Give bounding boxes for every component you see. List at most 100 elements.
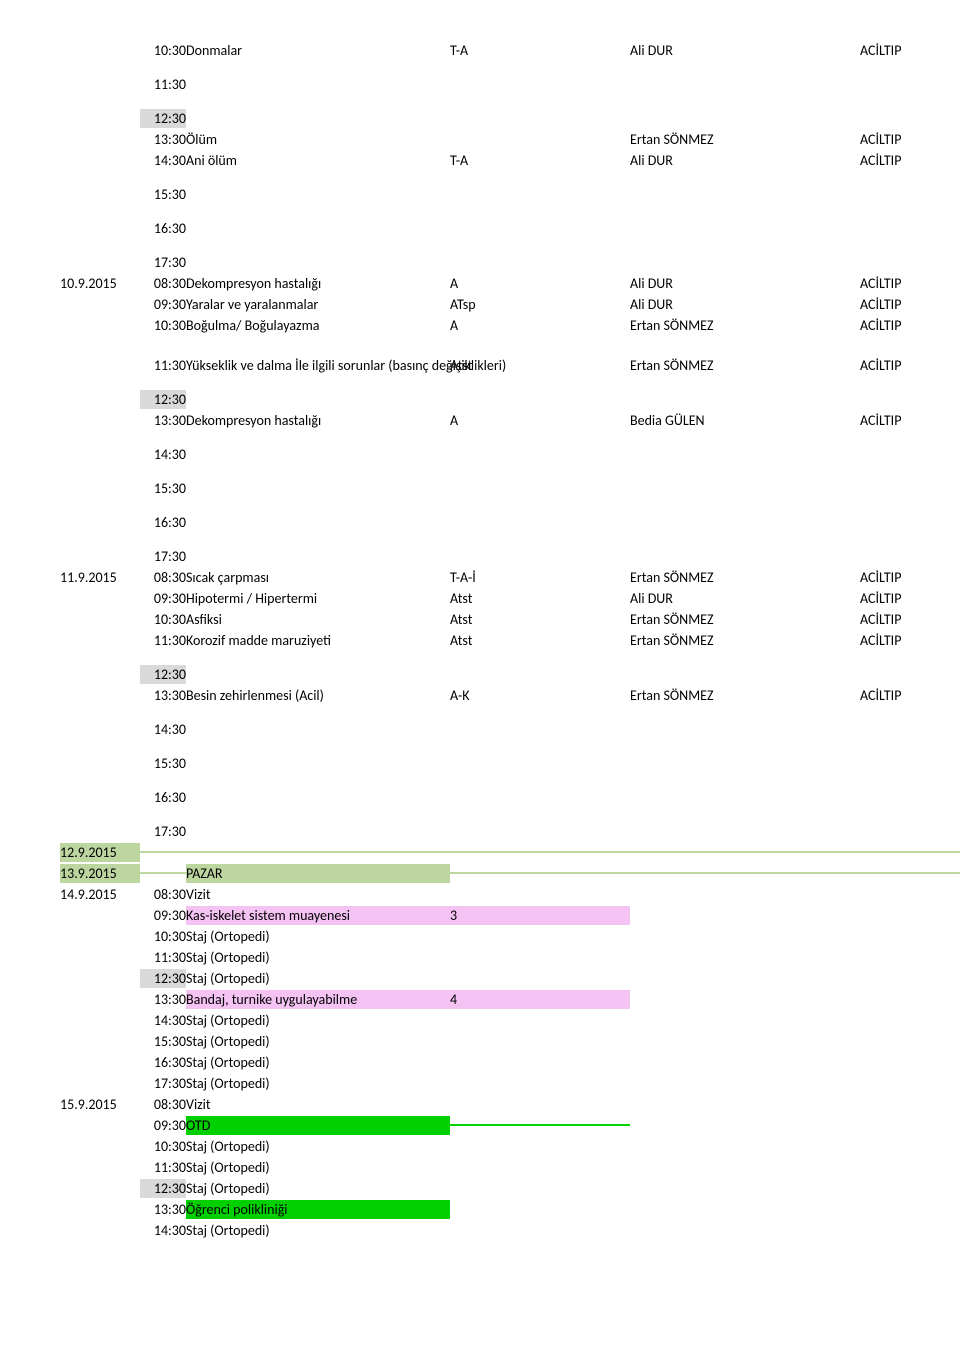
cell-code: A [450,274,630,293]
cell-date [60,324,140,326]
cell-topic: Sıcak çarpması [186,568,450,587]
cell-date: 15.9.2015 [60,1095,140,1114]
cell-dept [860,1208,960,1210]
cell-person [630,1019,730,1021]
cell-topic: PAZAR [186,864,450,883]
cell-time: 16:30 [140,1053,186,1072]
cell-date [60,597,140,599]
cell-dummy [730,830,860,832]
cell-dummy [730,419,860,421]
cell-dummy [730,1061,860,1063]
cell-code [450,796,630,798]
cell-time: 11:30 [140,948,186,967]
cell-topic [186,453,450,455]
cell-date [60,956,140,958]
cell-person: Ertan SÖNMEZ [630,316,730,335]
cell-code: T-A [450,41,630,60]
cell-topic: Staj (Ortopedi) [186,1032,450,1051]
cell-person: Ertan SÖNMEZ [630,610,730,629]
cell-time: 12:30 [140,390,186,409]
cell-topic: Staj (Ortopedi) [186,1158,450,1177]
cell-dept [860,453,960,455]
cell-person [630,673,730,675]
cell-date [60,1166,140,1168]
cell-date [60,261,140,263]
cell-date: 14.9.2015 [60,885,140,904]
cell-code [450,762,630,764]
cell-code [450,1082,630,1084]
cell-topic: Staj (Ortopedi) [186,969,450,988]
cell-topic: Staj (Ortopedi) [186,927,450,946]
cell-dept [860,1187,960,1189]
cell-dept [860,935,960,937]
cell-person [630,935,730,937]
cell-code [450,977,630,979]
cell-topic: Dekompresyon hastalığı [186,411,450,430]
cell-time: 10:30 [140,316,186,335]
cell-code [450,1103,630,1105]
cell-time: 13:30 [140,130,186,149]
cell-date [60,977,140,979]
cell-dept [860,796,960,798]
cell-dummy [730,227,860,229]
cell-dept [860,83,960,85]
cell-topic [186,117,450,119]
cell-person [630,893,730,895]
cell-person: Ertan SÖNMEZ [630,356,730,375]
cell-time: 11:30 [140,1158,186,1177]
cell-person: Ali DUR [630,589,730,608]
cell-topic: Boğulma/ Boğulayazma [186,316,450,335]
cell-dept [860,1040,960,1042]
cell-dummy [730,324,860,326]
cell-person [630,728,730,730]
cell-date [60,1061,140,1063]
cell-dummy [730,694,860,696]
cell-dept [860,1061,960,1063]
cell-dept [860,1103,960,1105]
cell-date [60,998,140,1000]
cell-time: 10:30 [140,41,186,60]
cell-person [630,1229,730,1231]
cell-date [60,1124,140,1126]
cell-dept [860,914,960,916]
cell-person [630,1124,730,1126]
cell-dept [860,998,960,1000]
cell-topic: Korozif madde maruziyeti [186,631,450,650]
cell-dummy [730,117,860,119]
cell-topic: Yaralar ve yaralanmalar [186,295,450,314]
cell-time: 14:30 [140,151,186,170]
cell-dummy [730,1145,860,1147]
cell-date [60,639,140,641]
cell-time: 09:30 [140,589,186,608]
cell-dummy [730,453,860,455]
cell-code [450,673,630,675]
cell-dummy [730,851,860,853]
cell-time: 15:30 [140,754,186,773]
cell-dummy [730,159,860,161]
cell-dept [860,1166,960,1168]
cell-code [450,487,630,489]
cell-date [60,49,140,51]
cell-topic: Staj (Ortopedi) [186,1179,450,1198]
cell-time: 14:30 [140,720,186,739]
cell-dept [860,872,960,874]
cell-dept [860,851,960,853]
cell-dummy [730,639,860,641]
cell-date [60,1145,140,1147]
cell-dummy [730,1040,860,1042]
cell-topic: Öğrenci polikliniği [186,1200,450,1219]
cell-topic: Yükseklik ve dalma İle ilgili sorunlar (… [186,356,450,375]
cell-topic [186,83,450,85]
cell-dummy [730,49,860,51]
cell-time [140,872,186,874]
cell-dummy [730,673,860,675]
cell-date [60,117,140,119]
cell-code [450,830,630,832]
cell-dummy [730,872,860,874]
cell-topic [186,227,450,229]
cell-person: Ali DUR [630,274,730,293]
cell-code [450,1187,630,1189]
cell-person [630,1187,730,1189]
cell-code [450,1019,630,1021]
cell-dummy [730,193,860,195]
